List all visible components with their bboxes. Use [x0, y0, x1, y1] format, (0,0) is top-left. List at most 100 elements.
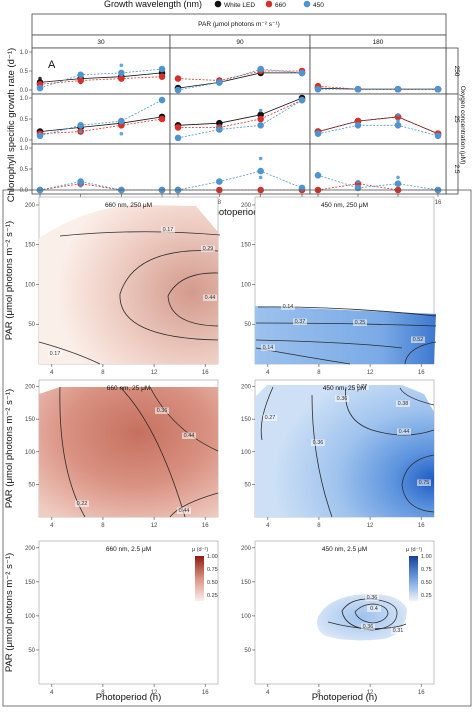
- mean-point-450: [77, 122, 84, 129]
- mean-point-450: [216, 126, 223, 133]
- contour-label-bg: [311, 439, 325, 446]
- heatmap-fill-450-250: [255, 306, 436, 364]
- panelA-facet-30-2.5: [31, 143, 171, 195]
- mean-point-450: [77, 71, 84, 79]
- contour-label: 0.44: [205, 295, 216, 301]
- panelA-ytick-label: 1.0: [20, 96, 29, 102]
- contour-label: 0.29: [203, 246, 214, 252]
- heatmap-xtick-label: 4: [266, 523, 270, 529]
- contour-label: 0.38: [398, 401, 409, 407]
- heatmap-xtick-label: 8: [317, 370, 321, 376]
- panelA-ytick-label: 0.5: [20, 117, 29, 123]
- mean-point-450: [36, 132, 44, 140]
- colorbar-tick-blue: 0.50: [421, 580, 432, 586]
- heatmap-ylabel: PAR (μmol photons m⁻² s⁻¹): [4, 389, 15, 508]
- colorbar-tick-red: 1.00: [207, 554, 218, 560]
- colorbar-title-blue: μ (d⁻¹): [406, 547, 422, 553]
- contour-660-25-b: [149, 386, 219, 452]
- contour-label: 0.17: [163, 227, 174, 233]
- panelA-ylabel: Chlorophyll specific growth rate (d⁻¹): [6, 48, 17, 202]
- series-line-660: [39, 118, 163, 135]
- contour-660-25-a: [119, 386, 186, 518]
- contour-label: 0.36: [313, 440, 324, 446]
- contour-660-250-b: [119, 250, 219, 341]
- contour-label-bg: [396, 400, 410, 407]
- colorbar-red: [195, 556, 204, 601]
- panelA-oxygen-title: Oxygen concentration (μM): [459, 86, 466, 165]
- contour-label: 0.31: [393, 628, 404, 634]
- contour-label-bg: [48, 350, 62, 357]
- contour-label-bg: [335, 395, 349, 402]
- contour-label: 0.14: [263, 345, 274, 351]
- heatmap-xtick-label: 12: [151, 523, 158, 529]
- legend-label-0: White LED: [224, 2, 255, 9]
- colorbar-tick-red: 0.25: [207, 593, 218, 599]
- heatmap-ytick-label: 100: [241, 450, 252, 456]
- panelA-ytick-label: 0.0: [20, 188, 29, 194]
- replicate-point-450: [396, 119, 400, 123]
- heatmap-ytick-label: 50: [28, 648, 35, 654]
- heatmap-fill-660-250: [39, 205, 218, 364]
- heatmap-ytick-label: 100: [241, 282, 252, 288]
- contour-label-bg: [353, 319, 367, 326]
- contour-label: 0.4: [370, 606, 378, 612]
- contour-label-bg: [391, 627, 405, 634]
- mean-point-660: [257, 115, 264, 123]
- colorbar-tick-blue: 1.00: [421, 554, 432, 560]
- mean-point-450: [434, 132, 442, 140]
- legend-title: Growth wavelength (nm): [104, 0, 202, 9]
- heatmap-fill-450-25: [255, 385, 434, 517]
- contour-450-25-e: [401, 454, 435, 513]
- replicate-point-450: [119, 63, 124, 68]
- heatmap-xtick-label: 12: [367, 523, 374, 529]
- legend-label-1: 660: [275, 2, 286, 9]
- legend-marker-1: [265, 0, 273, 8]
- par-label-90: 90: [236, 39, 244, 46]
- replicate-point-450: [78, 184, 83, 188]
- contour-450-25-d: [311, 394, 333, 518]
- contour-label: 0.22: [77, 501, 88, 507]
- mean-point-450: [314, 85, 322, 93]
- panelA-ytick-label: 0.5: [20, 69, 29, 75]
- contour-450-250-b: [255, 322, 437, 327]
- mean-point-450: [298, 96, 306, 104]
- legend-label-2: 450: [313, 2, 324, 9]
- heatmap-ylabel: PAR (μmol photons m⁻² s⁻¹): [4, 553, 15, 672]
- contour-label: 0.75: [419, 480, 430, 486]
- heatmap-ytick-label: 50: [244, 322, 251, 328]
- contour-label-bg: [397, 428, 411, 435]
- contour-label: 0.36: [367, 595, 378, 601]
- contour-label-bg: [355, 383, 369, 390]
- contour-label-bg: [201, 245, 215, 252]
- mean-point-450: [314, 130, 322, 137]
- mean-point-660: [158, 115, 166, 123]
- mean-point-450: [216, 178, 223, 185]
- heatmap-ytick-label: 150: [241, 417, 252, 423]
- heatmap-ytick-label: 200: [241, 546, 252, 552]
- contour-label-bg: [203, 294, 217, 301]
- replicate-point-450: [396, 113, 400, 117]
- heatmap-ytick-label: 50: [244, 648, 251, 654]
- series-line-450: [39, 68, 163, 89]
- heatmap-ylabel: PAR (μmol photons m⁻² s⁻¹): [4, 221, 15, 340]
- legend-marker-0: [214, 0, 222, 8]
- mean-point-660: [118, 75, 125, 82]
- heatmap-ytick-label: 200: [25, 546, 36, 552]
- contour-label-bg: [293, 318, 307, 325]
- contour-label: 0.25: [355, 320, 366, 326]
- heatmap-ytick-label: 100: [241, 614, 252, 620]
- contour-660-250-a: [59, 231, 221, 237]
- heatmap-ytick-label: 50: [28, 322, 35, 328]
- panelA-xtick-label: 8: [218, 200, 222, 206]
- contour-label-bg: [365, 594, 379, 601]
- panelB-frame: [2, 189, 472, 707]
- mean-point-450: [434, 85, 442, 93]
- contour-450-25-a: [260, 386, 274, 441]
- mean-point-450: [118, 117, 125, 125]
- contour-label: 0.44: [184, 433, 195, 439]
- contour-label-bg: [263, 414, 277, 421]
- contour-label: 0.44: [179, 508, 190, 514]
- series-line-450: [39, 99, 163, 137]
- panelA-xtick-label: 16: [435, 200, 442, 206]
